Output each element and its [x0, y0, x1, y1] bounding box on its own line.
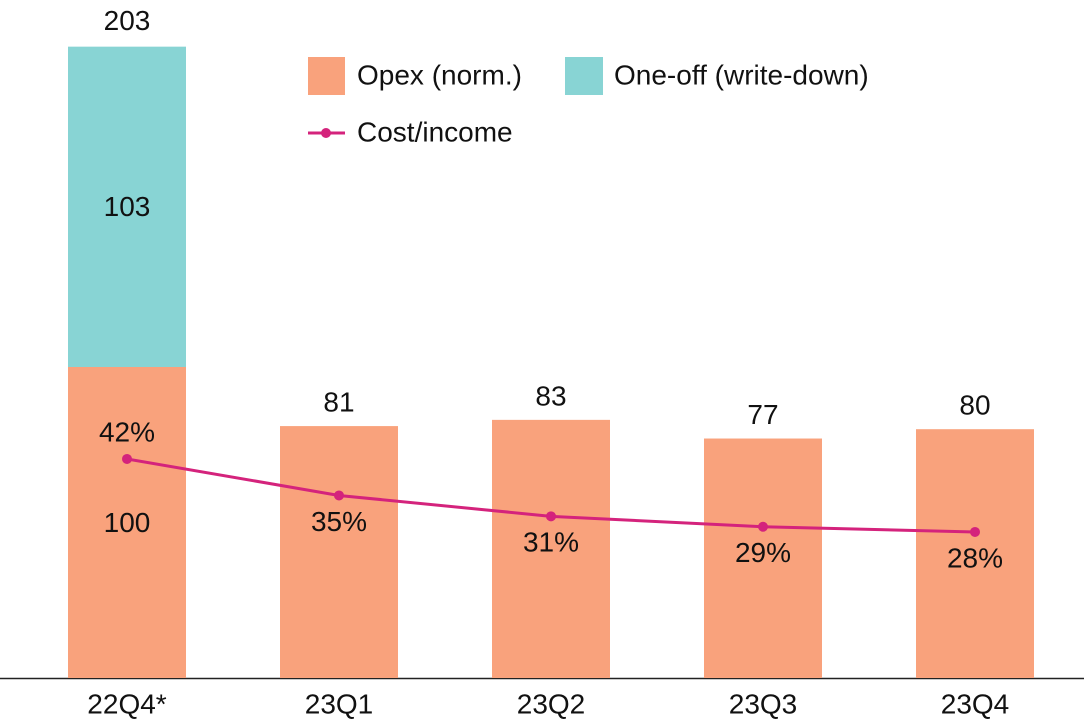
value-label: 80 [959, 390, 990, 421]
legend-marker [321, 128, 331, 138]
value-label: 103 [104, 191, 151, 222]
legend-swatch [308, 57, 345, 95]
bar [280, 426, 398, 678]
x-tick-label: 23Q4 [941, 688, 1010, 719]
x-tick-label: 23Q3 [729, 688, 798, 719]
line-label: 31% [523, 527, 579, 558]
line-marker [334, 490, 344, 501]
line-marker [970, 526, 980, 537]
bar [916, 429, 1034, 678]
line-label: 28% [947, 542, 1003, 573]
line-marker [546, 511, 556, 522]
bar [68, 366, 186, 678]
legend-label: One-off (write-down) [614, 59, 869, 90]
bar [492, 419, 610, 678]
value-label: 81 [323, 386, 354, 417]
legend-swatch [565, 57, 603, 95]
line-label: 29% [735, 537, 791, 568]
x-tick-label: 23Q2 [517, 688, 586, 719]
line-marker [122, 453, 132, 464]
line-marker [758, 521, 768, 532]
legend-label: Cost/income [357, 116, 513, 147]
legend-label: Opex (norm.) [357, 59, 522, 90]
bar [704, 438, 822, 678]
x-tick-label: 22Q4* [87, 688, 166, 719]
value-label: 100 [104, 507, 151, 538]
line-label: 35% [311, 506, 367, 537]
value-label: 77 [747, 399, 778, 430]
total-label: 203 [104, 5, 151, 36]
x-tick-label: 23Q1 [305, 688, 374, 719]
value-label: 83 [535, 380, 566, 411]
bar [68, 46, 186, 367]
line-label: 42% [99, 416, 155, 447]
